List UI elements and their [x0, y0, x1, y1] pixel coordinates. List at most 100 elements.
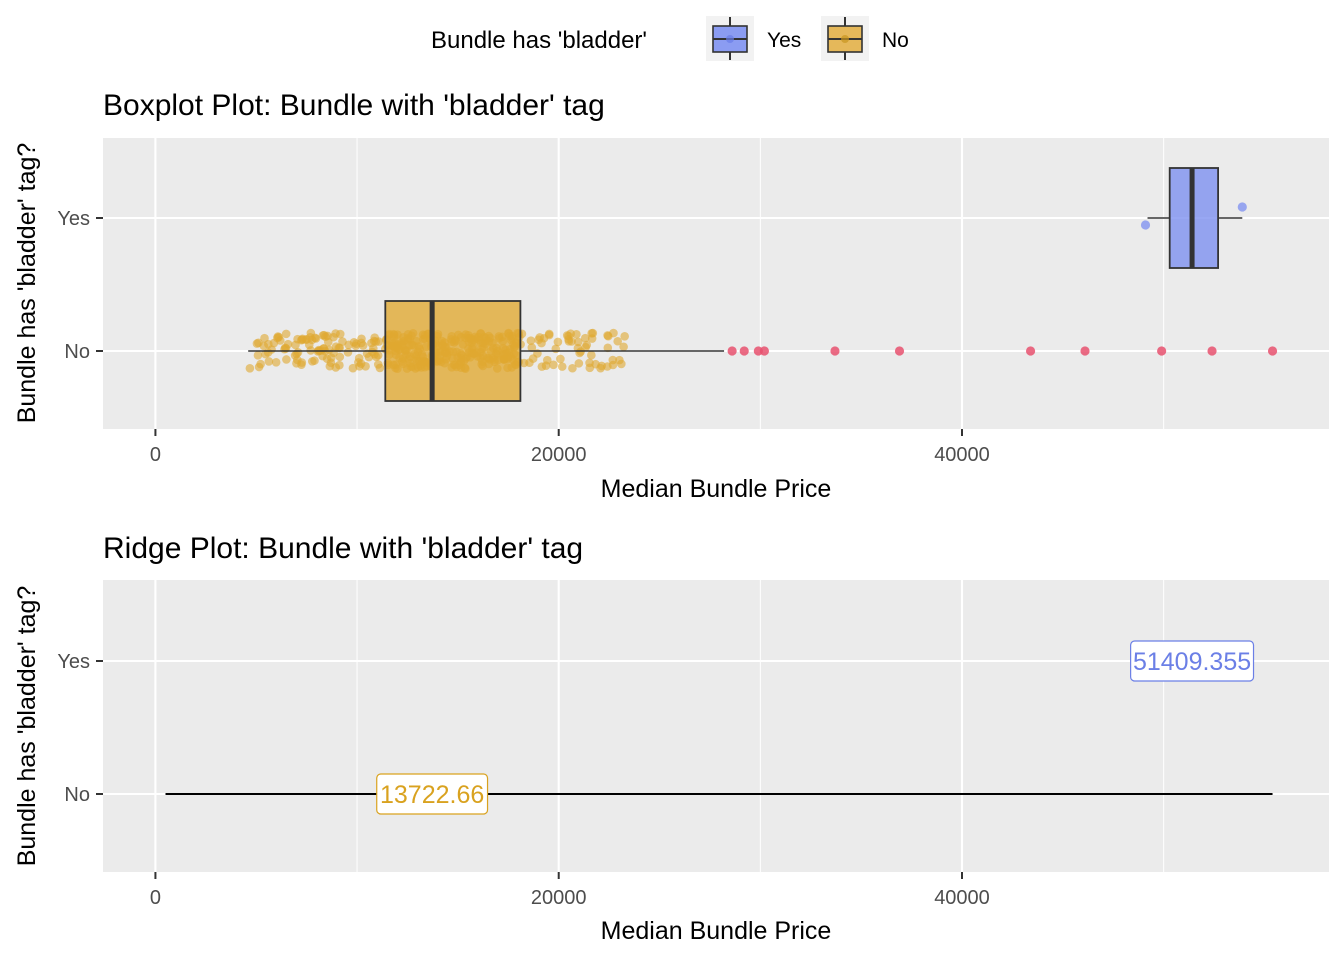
jitter-point-no — [587, 350, 596, 360]
jitter-point-no — [613, 336, 622, 346]
boxplot-x-axis-title: Median Bundle Price — [601, 475, 832, 503]
jitter-point-no — [568, 363, 577, 373]
ridge-x-tick-label: 20000 — [531, 887, 587, 909]
jitter-point-no — [253, 351, 263, 360]
jitter-point-no — [542, 355, 552, 365]
legend: Bundle has 'bladder' Yes No — [431, 16, 909, 61]
outlier-point — [1025, 346, 1036, 356]
boxplot-x-tick-label: 20000 — [531, 444, 587, 466]
ridge-x-tick-label: 0 — [150, 887, 161, 909]
median-label-text: 51409.355 — [1133, 648, 1251, 676]
jitter-point-no — [318, 331, 328, 340]
jitter-point-no — [526, 336, 536, 345]
jitter-point-no — [307, 335, 317, 345]
jitter-point-no — [620, 331, 629, 341]
legend-label-no: No — [882, 29, 909, 52]
jitter-point-no — [557, 362, 567, 371]
ridge-y-axis-title: Bundle has 'bladder' tag? — [13, 586, 41, 867]
jitter-point-no — [325, 361, 335, 371]
jitter-point-no — [537, 338, 546, 348]
jitter-point-no — [615, 355, 624, 365]
jitter-point-no — [291, 340, 300, 350]
outlier-point — [759, 346, 769, 356]
outlier-point — [1267, 346, 1278, 356]
jitter-point-no — [608, 360, 618, 370]
median-label-yes: 51409.355 — [1130, 640, 1255, 682]
boxplot-title: Boxplot Plot: Bundle with 'bladder' tag — [103, 89, 605, 122]
jitter-point-yes — [1237, 202, 1247, 212]
boxplot-marks — [245, 167, 1278, 402]
ridge-x-axis-title: Median Bundle Price — [601, 917, 832, 945]
jitter-point-no — [307, 357, 317, 366]
jitter-points-yes — [1140, 202, 1247, 230]
jitter-point-no — [274, 332, 284, 342]
boxplot-x-tick-label: 40000 — [934, 444, 990, 466]
ridge-marks: 51409.355 13722.66 — [165, 640, 1273, 815]
outlier-point — [727, 346, 737, 356]
jitter-point-no — [597, 361, 606, 371]
legend-key-yes — [706, 16, 754, 61]
jitter-point-no — [556, 354, 565, 364]
outlier-point — [739, 346, 749, 356]
jitter-point-no — [573, 337, 583, 347]
jitter-point-no — [588, 328, 598, 338]
ridge-y-tick-label: No — [64, 784, 90, 806]
boxplot-y-tick-label: Yes — [57, 208, 90, 230]
box-no — [384, 300, 522, 402]
jitter-point-no — [549, 360, 558, 370]
jitter-point-no — [264, 339, 273, 349]
jitter-point-no — [354, 358, 363, 367]
median-label-no: 13722.66 — [376, 773, 489, 815]
jitter-point-no — [603, 343, 613, 353]
jitter-point-no — [281, 329, 291, 339]
jitter-point-no — [322, 354, 332, 364]
jitter-point-no — [297, 360, 306, 369]
jitter-point-no — [335, 352, 345, 362]
median-label-box — [1130, 640, 1255, 682]
boxplot-chart: Boxplot Plot: Bundle with 'bladder' tag … — [13, 89, 1329, 503]
legend-key-no — [821, 16, 869, 61]
jitter-point-no — [296, 335, 306, 345]
boxplot-panel — [103, 138, 1329, 429]
outlier-point — [1207, 346, 1217, 356]
jitter-point-no — [331, 329, 340, 338]
jitter-point-no — [574, 359, 584, 368]
jitter-point-no — [527, 343, 537, 352]
ridge-x-tick-label: 40000 — [934, 887, 990, 909]
jitter-point-no — [283, 339, 293, 349]
jitter-point-no — [580, 333, 590, 343]
jitter-point-no — [343, 348, 353, 357]
outlier-point — [1157, 346, 1167, 356]
jitter-point-no — [619, 342, 628, 352]
jitter-point-no — [335, 360, 344, 370]
boxplot-y-axis-title: Bundle has 'bladder' tag? — [13, 143, 41, 424]
jitter-point-no — [282, 355, 291, 364]
ridge-y-tick-label: Yes — [57, 651, 90, 673]
jitter-point-no — [603, 331, 613, 341]
jitter-point-no — [373, 360, 383, 369]
jitter-point-no — [264, 357, 274, 366]
jitter-point-no — [256, 359, 265, 369]
jitter-point-no — [537, 362, 547, 371]
jitter-point-yes — [1140, 220, 1151, 230]
boxplot-y-tick-label: No — [64, 341, 90, 363]
jitter-point-no — [566, 329, 576, 339]
jitter-point-no — [335, 343, 345, 353]
jitter-point-no — [245, 364, 255, 373]
jitter-point-no — [370, 333, 379, 342]
jitter-point-no — [361, 361, 370, 371]
ridge-chart: Ridge Plot: Bundle with 'bladder' tag 51… — [13, 532, 1329, 945]
legend-label-yes: Yes — [767, 29, 801, 52]
outlier-point — [1080, 346, 1090, 356]
jitter-point-no — [582, 340, 592, 350]
ridge-panel — [103, 580, 1329, 872]
jitter-point-no — [575, 348, 584, 358]
jitter-point-no — [585, 363, 595, 373]
outlier-point — [894, 346, 905, 356]
jitter-point-no — [254, 338, 263, 348]
jitter-point-no — [263, 348, 273, 357]
median-label-text: 13722.66 — [380, 781, 484, 809]
ridge-axes: 0 20000 40000 Yes No — [57, 651, 989, 909]
median-label-box — [376, 773, 489, 815]
